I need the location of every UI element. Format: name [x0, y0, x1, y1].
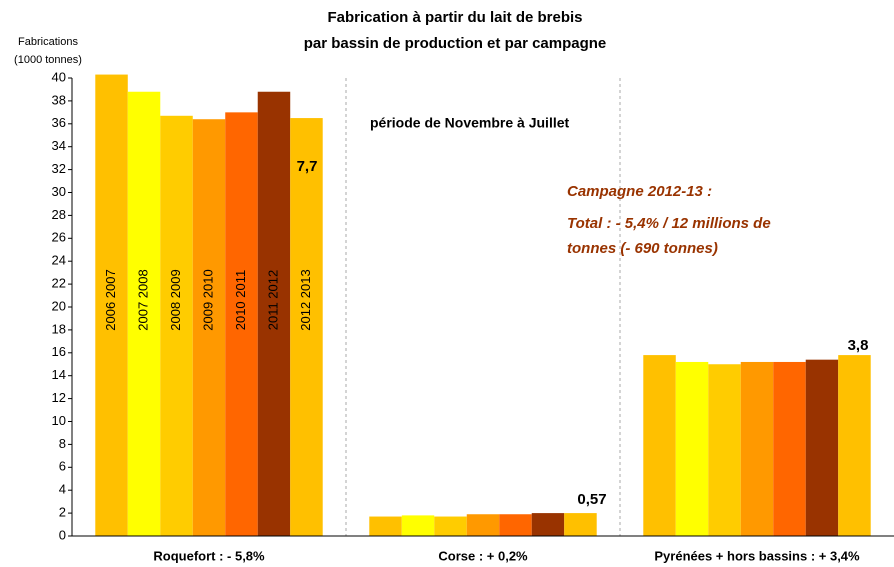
bar — [290, 118, 323, 536]
bar — [675, 361, 709, 536]
y-tick-label: 34 — [52, 138, 66, 153]
bar — [773, 361, 806, 536]
annotation: période de Novembre à Juillet — [370, 115, 570, 131]
bar — [838, 355, 871, 536]
annotation: 7,7 — [297, 158, 318, 175]
y-axis-label: (1000 tonnes) — [14, 54, 82, 66]
bar — [192, 119, 226, 536]
bar — [805, 359, 839, 536]
y-tick-label: 2 — [59, 505, 66, 520]
y-tick-label: 20 — [52, 298, 66, 313]
y-axis-label: Fabrications — [18, 36, 78, 48]
y-tick-label: 40 — [52, 69, 66, 84]
legend-label: 2009 2010 — [200, 269, 215, 330]
x-tick-label: Pyrénées + hors bassins : + 3,4% — [654, 548, 860, 563]
bar — [643, 355, 676, 536]
legend-label: 2007 2008 — [135, 269, 150, 330]
x-tick-label: Corse : + 0,2% — [438, 548, 528, 563]
bar — [434, 516, 467, 536]
y-tick-label: 32 — [52, 161, 66, 176]
bar — [499, 514, 532, 536]
bar — [708, 364, 741, 536]
y-tick-label: 4 — [59, 482, 66, 497]
y-tick-label: 0 — [59, 527, 66, 542]
annotation: tonnes (- 690 tonnes) — [567, 240, 718, 257]
bar — [225, 112, 258, 536]
legend-label: 2006 2007 — [103, 269, 118, 330]
legend-label: 2012 2013 — [298, 269, 313, 330]
annotation: Campagne 2012-13 : — [567, 183, 712, 200]
legend-label: 2008 2009 — [168, 269, 183, 330]
y-tick-label: 18 — [52, 321, 66, 336]
bar — [740, 361, 774, 536]
legend-label: 2010 2011 — [233, 270, 248, 331]
bar — [127, 91, 161, 537]
y-tick-label: 30 — [52, 184, 66, 199]
y-tick-label: 38 — [52, 92, 66, 107]
annotation: 0,57 — [577, 491, 606, 508]
annotation: 3,8 — [848, 337, 869, 354]
bar — [95, 74, 128, 536]
chart-title: par bassin de production et par campagne — [304, 35, 607, 52]
y-tick-label: 22 — [52, 276, 66, 291]
bar — [401, 515, 435, 536]
chart-title: Fabrication à partir du lait de brebis — [327, 9, 582, 26]
y-tick-label: 6 — [59, 459, 66, 474]
y-tick-label: 26 — [52, 230, 66, 245]
y-tick-label: 8 — [59, 436, 66, 451]
y-tick-label: 16 — [52, 344, 66, 359]
y-tick-label: 24 — [52, 253, 66, 268]
y-tick-label: 14 — [52, 367, 66, 382]
y-tick-label: 10 — [52, 413, 66, 428]
y-tick-label: 36 — [52, 115, 66, 130]
x-tick-label: Roquefort : - 5,8% — [153, 548, 265, 563]
bar — [160, 115, 193, 536]
bar — [466, 514, 500, 536]
bar — [369, 516, 402, 536]
bar — [257, 91, 291, 537]
y-tick-label: 12 — [52, 390, 66, 405]
y-tick-label: 28 — [52, 207, 66, 222]
bar — [531, 513, 565, 536]
legend-label: 2011 2012 — [265, 270, 280, 331]
bar — [564, 513, 597, 536]
annotation: Total : - 5,4% / 12 millions de — [567, 215, 771, 232]
